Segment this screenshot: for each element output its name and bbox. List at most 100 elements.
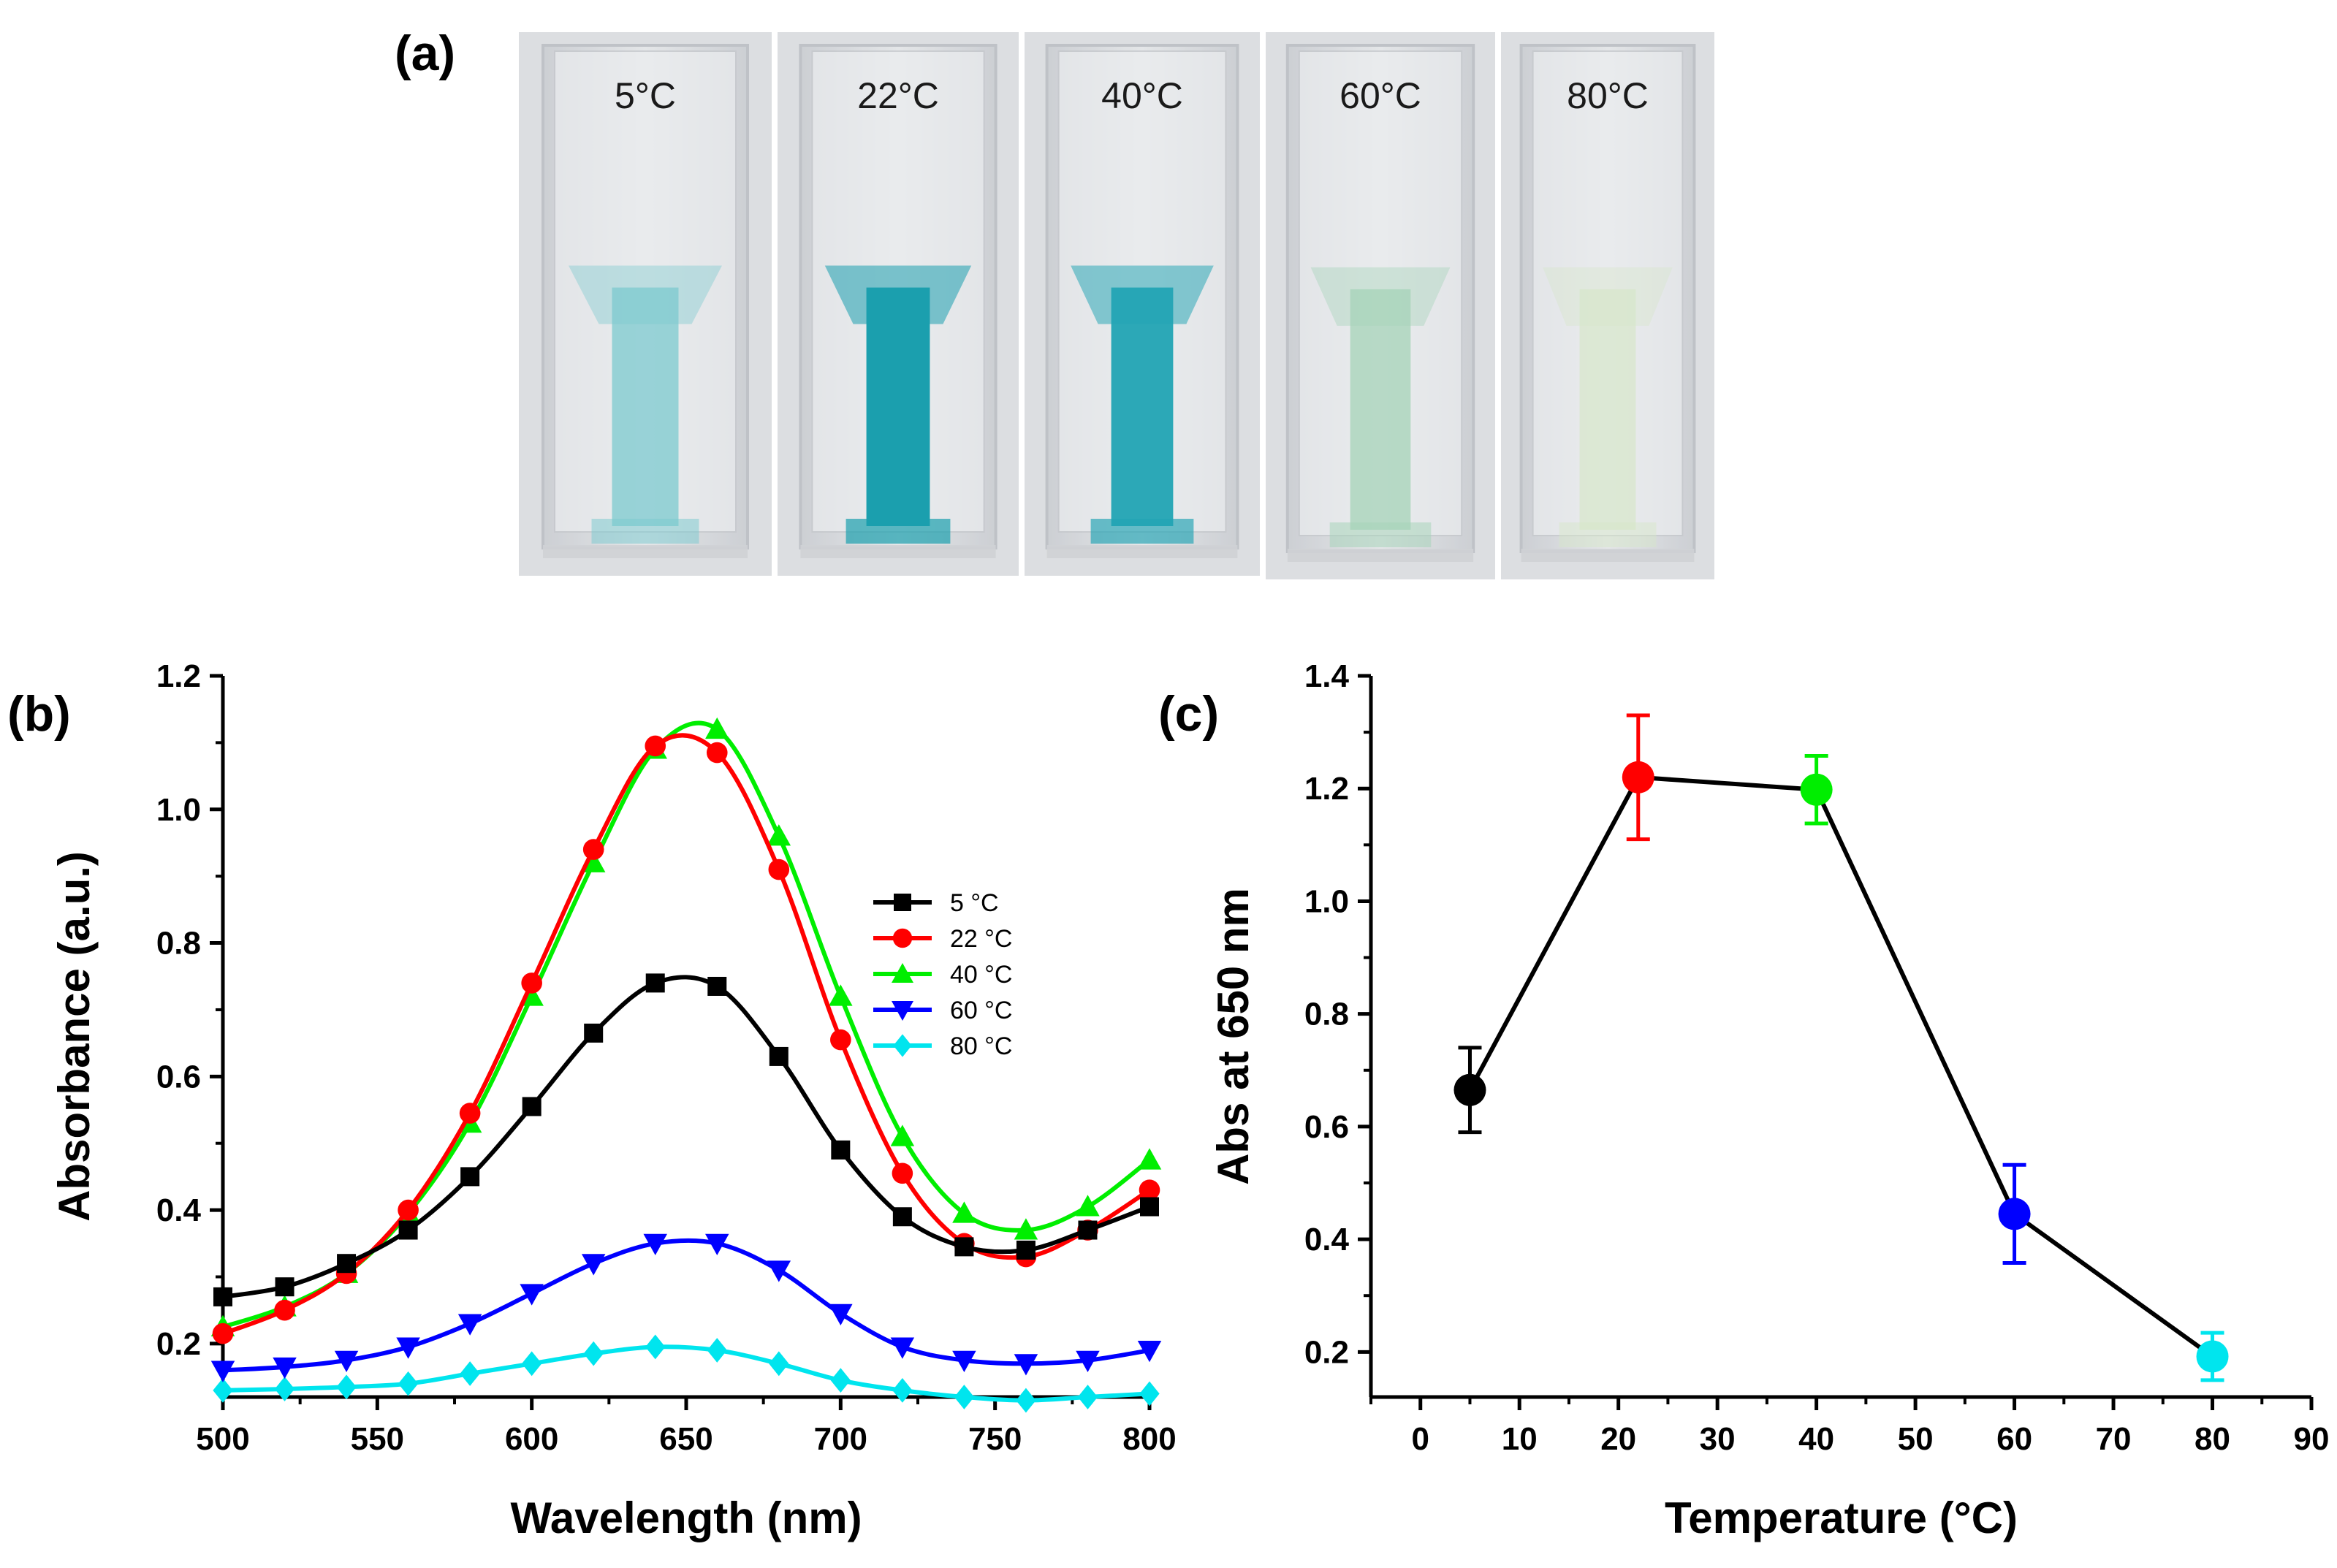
data-point-marker	[767, 824, 791, 846]
legend-label: 5 °C	[950, 889, 999, 917]
x-tick-label: 70	[2096, 1421, 2132, 1457]
y-axis-title: Abs at 650 nm	[1209, 888, 1258, 1185]
x-tick-label: 500	[196, 1421, 249, 1457]
cuvette-photo: 80°C	[1498, 29, 1717, 582]
data-point-marker	[892, 1207, 912, 1227]
legend-unit: °C	[970, 889, 998, 917]
legend-value: 80	[950, 1032, 984, 1060]
legend-value: 22	[950, 925, 984, 953]
x-tick-label: 30	[1700, 1421, 1736, 1457]
data-point-marker	[1140, 1197, 1159, 1217]
cuvette-photo: 22°C	[775, 29, 1022, 579]
data-point-marker	[892, 1001, 913, 1021]
legend-value: 60	[950, 997, 984, 1024]
y-tick-label: 0.4	[156, 1192, 202, 1228]
cuvette-base	[1521, 549, 1695, 562]
data-point-marker	[581, 1254, 606, 1276]
data-point-marker	[1076, 1350, 1100, 1372]
data-point-marker	[829, 984, 853, 1006]
panel-label-b: (b)	[7, 686, 71, 742]
legend-entry: 5 °C	[873, 889, 999, 917]
data-point-marker	[1016, 1240, 1036, 1260]
data-point-marker	[954, 1237, 974, 1257]
data-point-marker	[890, 1337, 915, 1359]
data-point-marker	[1014, 1218, 1038, 1240]
abs-vs-temperature-chart: 0 10 20 30 40 50 60 70 80 90 0.2 0.4 0.6 0.8 1.0 1.2 1.4…	[1209, 658, 2329, 1542]
legend-unit: °C	[984, 925, 1012, 953]
data-point-marker	[213, 1287, 232, 1306]
data-point-marker	[952, 1350, 976, 1372]
x-tick-label: 40	[1798, 1421, 1834, 1457]
legend: 5 °C22 °C40 °C60 °C80 °C	[873, 889, 1012, 1060]
data-point-marker	[212, 1322, 234, 1344]
data-point-marker	[396, 1337, 420, 1359]
panel-label-a: (a)	[395, 26, 455, 81]
y-tick-label: 1.2	[1304, 771, 1349, 807]
data-point-marker	[1139, 1381, 1160, 1407]
x-tick-label: 800	[1122, 1421, 1176, 1457]
legend-entry: 80 °C	[873, 1032, 1012, 1060]
x-tick-label: 20	[1600, 1421, 1636, 1457]
cuvette-base-liquid	[846, 519, 951, 544]
data-point-marker	[210, 1360, 235, 1382]
data-point-marker	[892, 1377, 913, 1403]
cuvette-temperature-label: 5°C	[615, 75, 676, 116]
data-point-marker	[457, 1314, 482, 1336]
cuvette-base	[543, 545, 748, 558]
connecting-line	[1467, 775, 2214, 1358]
y-tick-label: 1.2	[156, 658, 201, 694]
data-point-marker	[645, 973, 665, 993]
data-point-marker	[892, 1162, 913, 1184]
data-point-marker	[213, 1377, 233, 1403]
data-point-marker	[582, 839, 604, 860]
series-line	[222, 975, 1151, 1299]
data-point-marker	[581, 850, 606, 872]
legend-unit: °C	[984, 961, 1012, 989]
axes: 0 10 20 30 40 50 60 70 80 90 0.2 0.4 0.6 0.8 1.0 1.2 1.4…	[1209, 658, 2329, 1542]
y-tick-label: 1.0	[156, 792, 201, 828]
x-tick-label: 60	[1996, 1421, 2032, 1457]
data-point-marker	[584, 1023, 604, 1043]
data-point-marker	[707, 976, 727, 996]
series-5C	[213, 973, 1159, 1306]
data-point-marker	[769, 1046, 788, 1066]
cuvette-temperature-label: 60°C	[1340, 75, 1421, 116]
data-point-marker	[334, 1350, 359, 1372]
cuvette-liquid	[1111, 287, 1174, 526]
data-point-marker	[890, 1124, 915, 1146]
data-point	[1622, 713, 1654, 842]
cuvette-photo: 40°C	[1022, 29, 1263, 579]
x-tick-label: 80	[2194, 1421, 2230, 1457]
axes: 500 550 600 650 700 750 800 0.2 0.4 0.6 0.8 1.0 1.2 W…	[50, 658, 1177, 1542]
y-tick-label: 0.4	[1304, 1222, 1350, 1257]
data-point-marker	[398, 1199, 419, 1221]
cuvette-base	[800, 545, 996, 558]
data-point-marker	[830, 1368, 851, 1393]
y-tick-label: 0.8	[156, 926, 201, 962]
cuvette-temperature-label: 22°C	[857, 75, 939, 116]
series-line	[222, 720, 1151, 1329]
cuvette-base-liquid	[1329, 522, 1432, 547]
x-tick-label: 750	[968, 1421, 1022, 1457]
y-tick-label: 0.2	[1304, 1334, 1349, 1370]
legend-label: 40 °C	[950, 961, 1012, 989]
cuvette-liquid	[1350, 289, 1411, 530]
cuvette-photo: 60°C	[1263, 29, 1498, 582]
data-point-marker	[1078, 1220, 1098, 1240]
series-line	[222, 1344, 1150, 1403]
series-80C	[213, 1334, 1160, 1413]
data-point	[1800, 753, 1833, 826]
cuvette-base-liquid	[591, 519, 699, 544]
legend-label: 60 °C	[950, 997, 1012, 1024]
data-point-marker	[829, 1304, 853, 1326]
panel-label-c: (c)	[1158, 686, 1219, 742]
legend-label: 22 °C	[950, 925, 1012, 953]
data-point-marker	[831, 1140, 851, 1160]
data-point-marker	[954, 1385, 975, 1409]
data-point-marker	[952, 1201, 976, 1223]
legend-entry: 40 °C	[873, 961, 1012, 989]
data-point-marker	[769, 1351, 789, 1377]
cuvette-photo-strip: 5°C 22°C 40°C 60°C 80°C	[516, 29, 1717, 582]
legend-entry: 22 °C	[873, 925, 1012, 953]
data-point-marker	[460, 1167, 480, 1187]
